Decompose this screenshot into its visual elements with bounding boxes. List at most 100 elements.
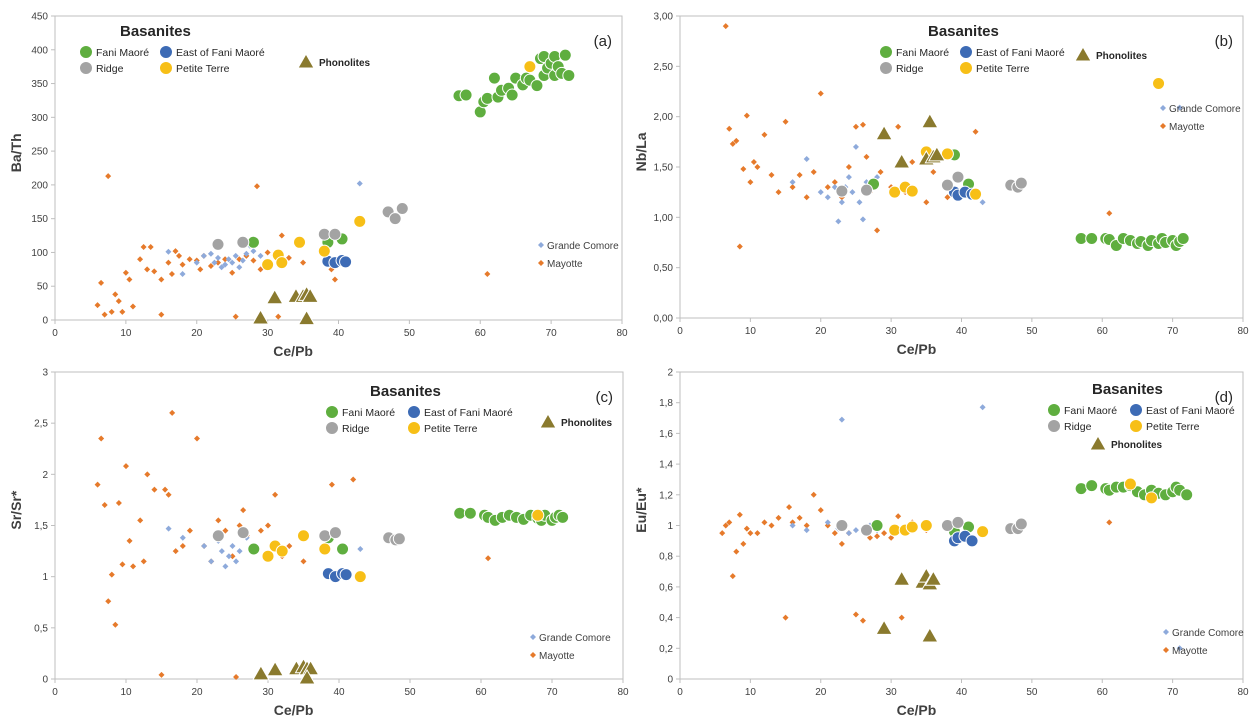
data-point-phonolites xyxy=(892,152,911,169)
data-point-mayotte xyxy=(1106,519,1113,526)
legend-marker-fani-maore xyxy=(325,405,339,419)
series-mayotte xyxy=(94,409,492,680)
chart-panel-b: 0 10 20 30 40 50 60 70 80 0,00 0,50 1,00 1,50 2,00 2,5… xyxy=(633,12,1249,358)
data-point-mayotte xyxy=(909,158,916,165)
data-point-east-of-fani-maore xyxy=(339,568,353,582)
data-point-ridge xyxy=(392,532,406,546)
data-point-mayotte xyxy=(740,540,747,547)
x-tick-label: 80 xyxy=(1237,687,1249,698)
data-point-mayotte xyxy=(151,268,158,275)
data-point-grande-comore xyxy=(356,180,363,187)
y-tick-label: 0 xyxy=(42,316,48,327)
legend-marker-mayotte xyxy=(1163,647,1169,653)
legend-marker-grande-comore xyxy=(1163,629,1169,635)
x-tick-label: 0 xyxy=(52,687,58,698)
data-point-mayotte xyxy=(172,548,179,555)
data-point-mayotte xyxy=(179,542,186,549)
data-point-phonolites xyxy=(297,309,316,326)
data-point-grande-comore xyxy=(1176,645,1183,652)
y-tick-label: 1,8 xyxy=(659,398,673,409)
data-point-ridge xyxy=(835,184,849,198)
data-point-ridge xyxy=(1014,176,1028,190)
data-point-grande-comore xyxy=(803,527,810,534)
data-point-petite-terre xyxy=(905,520,919,534)
x-tick-label: 80 xyxy=(1237,326,1249,337)
data-point-mayotte xyxy=(158,311,165,318)
data-point-mayotte xyxy=(253,183,260,190)
data-point-mayotte xyxy=(768,172,775,179)
data-point-grande-comore xyxy=(845,174,852,181)
legend: Basanites Fani Maoré East of Fani Maoré Rid… xyxy=(79,23,619,270)
data-point-phonolites xyxy=(875,124,893,141)
data-point-mayotte xyxy=(747,530,754,537)
data-point-grande-comore xyxy=(222,563,229,570)
x-tick-label: 60 xyxy=(1097,326,1109,337)
data-point-petite-terre xyxy=(293,235,307,249)
legend-label-mayotte: Mayotte xyxy=(1169,122,1205,133)
data-point-mayotte xyxy=(186,527,193,534)
data-point-petite-terre xyxy=(523,60,537,74)
data-point-grande-comore xyxy=(856,199,863,206)
data-point-mayotte xyxy=(272,491,279,498)
data-point-petite-terre xyxy=(1123,477,1137,491)
data-point-mayotte xyxy=(162,486,169,493)
data-point-fani-maore xyxy=(1176,231,1190,245)
data-point-mayotte xyxy=(300,558,307,565)
legend-marker-east-of-fani-maore xyxy=(1129,403,1143,417)
data-point-mayotte xyxy=(140,558,147,565)
panel-label: (c) xyxy=(596,389,614,406)
y-axis-label: Ba/Th xyxy=(8,133,24,172)
legend-marker-ridge xyxy=(879,61,893,75)
x-tick-label: 70 xyxy=(1167,326,1179,337)
data-point-mayotte xyxy=(859,617,866,624)
data-point-grande-comore xyxy=(824,519,831,526)
y-tick-label: 1,6 xyxy=(659,429,673,440)
data-point-phonolites xyxy=(924,570,943,586)
data-point-mayotte xyxy=(129,303,136,310)
data-point-grande-comore xyxy=(859,216,866,223)
legend-label-ridge: Ridge xyxy=(896,63,924,75)
y-tick-label: 0,5 xyxy=(34,623,48,634)
data-point-mayotte xyxy=(265,522,271,529)
x-tick-label: 40 xyxy=(333,328,345,339)
data-point-grande-comore xyxy=(250,248,257,255)
data-point-fani-maore xyxy=(336,542,350,556)
y-tick-label: 200 xyxy=(31,180,48,191)
y-tick-label: 400 xyxy=(31,45,48,56)
x-tick-label: 20 xyxy=(815,326,827,337)
data-point-mayotte xyxy=(158,276,165,283)
data-point-grande-comore xyxy=(257,252,264,259)
data-point-grande-comore xyxy=(239,257,246,264)
data-point-mayotte xyxy=(1106,210,1113,217)
x-tick-label: 80 xyxy=(617,687,629,698)
series-mayotte xyxy=(719,491,1113,624)
series-ridge xyxy=(211,202,409,251)
x-tick-label: 50 xyxy=(1026,326,1038,337)
legend-marker-grande-comore xyxy=(530,634,536,640)
y-tick-label: 0,50 xyxy=(654,263,674,274)
data-point-mayotte xyxy=(852,123,859,130)
data-point-mayotte xyxy=(796,172,803,179)
data-point-grande-comore xyxy=(229,542,236,549)
data-point-mayotte xyxy=(197,266,204,273)
data-point-mayotte xyxy=(775,189,782,196)
data-point-mayotte xyxy=(824,184,831,191)
x-tick-label: 10 xyxy=(120,328,132,339)
x-tick-label: 20 xyxy=(191,328,203,339)
y-tick-label: 1,00 xyxy=(654,213,674,224)
data-point-mayotte xyxy=(895,123,902,130)
data-point-mayotte xyxy=(845,164,852,170)
x-tick-label: 30 xyxy=(886,326,898,337)
x-tick-label: 30 xyxy=(886,687,898,698)
data-point-grande-comore xyxy=(789,179,796,186)
series-phonolites xyxy=(251,285,320,326)
data-point-fani-maore xyxy=(1085,231,1099,245)
data-point-mayotte xyxy=(119,561,126,568)
y-tick-label: 1,5 xyxy=(34,521,48,532)
data-point-mayotte xyxy=(98,279,105,286)
data-point-mayotte xyxy=(126,276,133,283)
data-point-mayotte xyxy=(824,522,831,529)
data-point-petite-terre xyxy=(888,185,902,199)
y-tick-label: 1 xyxy=(667,521,673,532)
data-point-grande-comore xyxy=(835,218,842,225)
